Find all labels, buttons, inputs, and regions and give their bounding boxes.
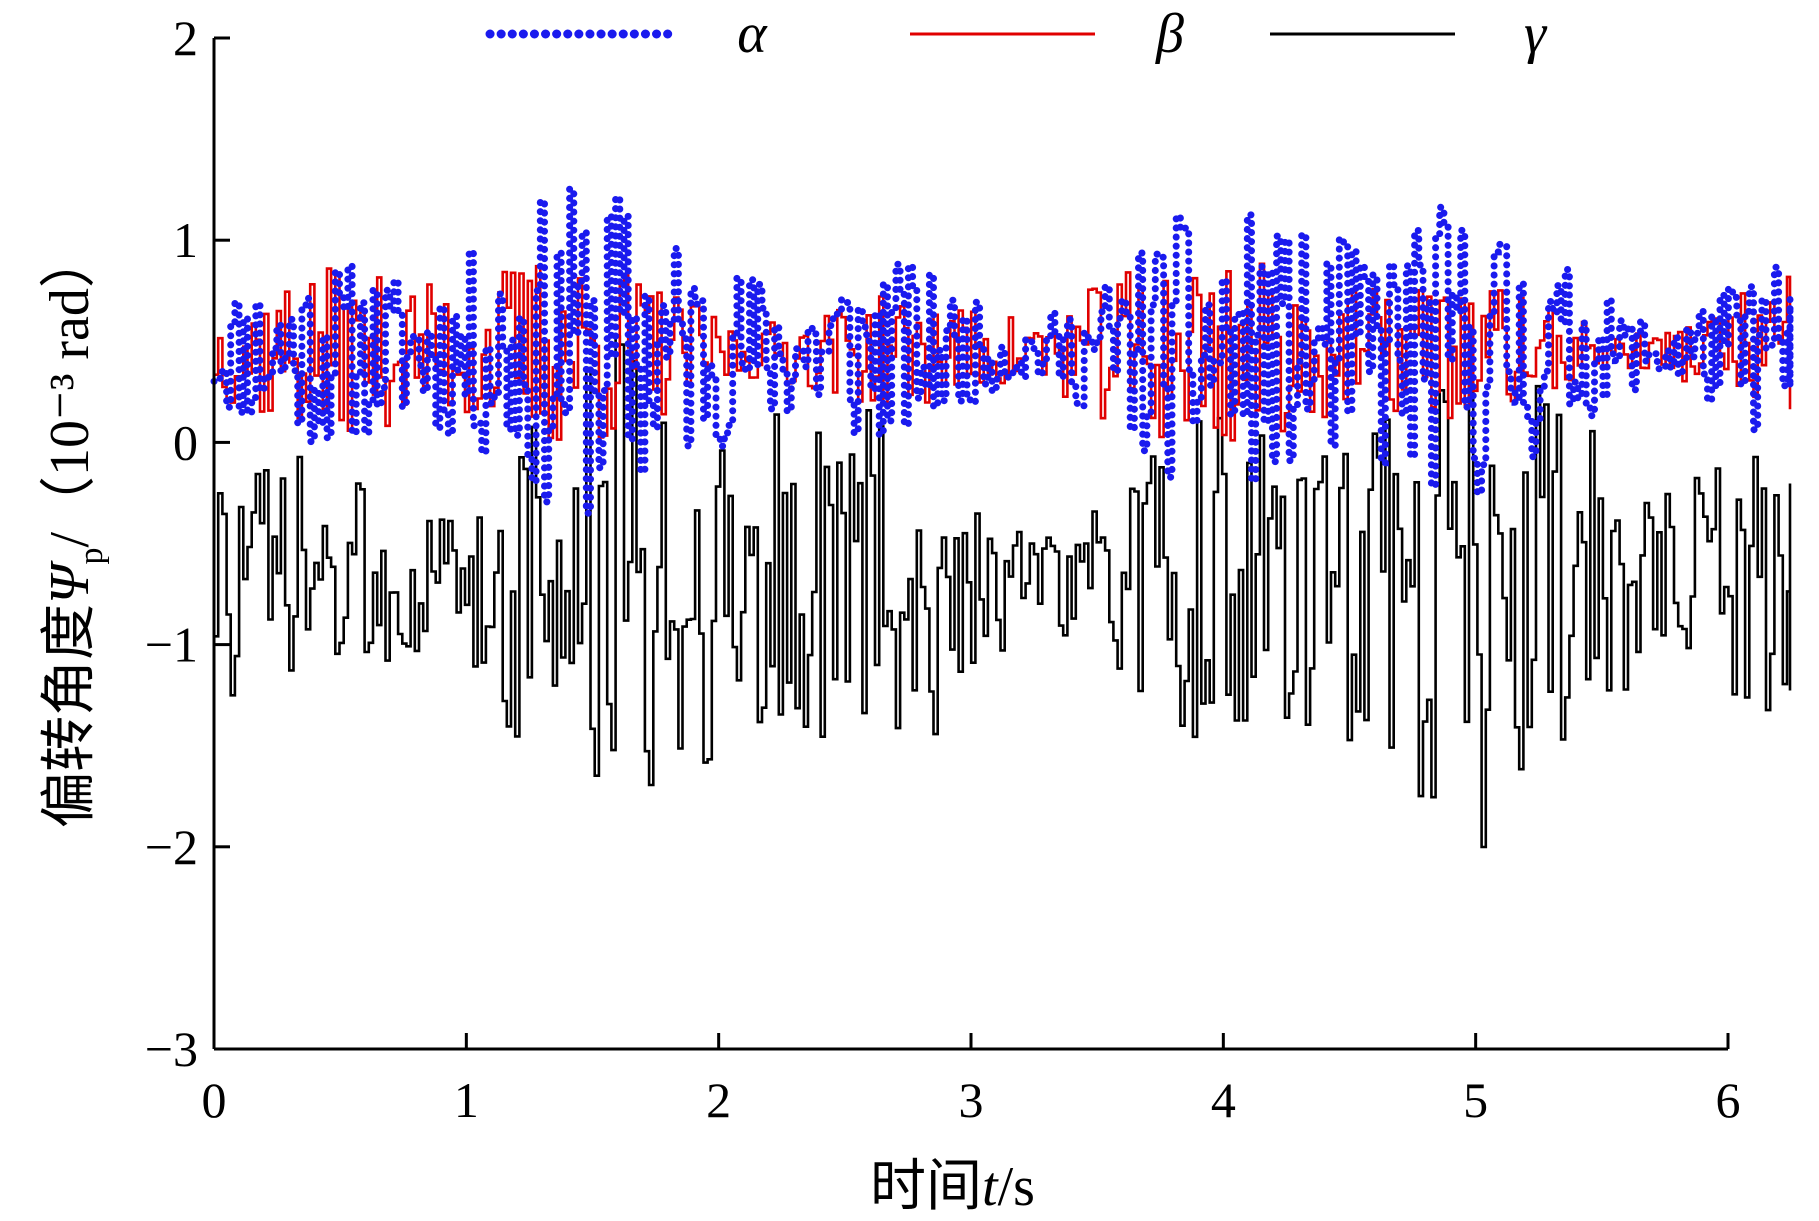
x-tick-label: 4: [1211, 1072, 1236, 1128]
x-tick-label: 6: [1716, 1072, 1741, 1128]
x-tick-label: 1: [454, 1072, 479, 1128]
y-ticks: 2 1 0 −1 −2 −3: [145, 10, 230, 1077]
legend: α β γ: [485, 3, 1548, 65]
y-tick-label: 2: [173, 10, 198, 66]
x-ticks: 0 1 2 3 4 5 6: [202, 1033, 1741, 1128]
plot-series-group: [210, 185, 1794, 849]
y-tick-label: 0: [173, 414, 198, 470]
series-line-alpha: [210, 185, 1794, 517]
y-axis-title: 偏转角度Ψp/（10⁻³ rad）: [37, 232, 110, 828]
y-tick-label: 1: [173, 212, 198, 268]
legend-label-alpha: α: [737, 3, 768, 65]
y-axis-title-prefix: 偏转角度: [37, 604, 102, 828]
series-line-gamma: [214, 335, 1792, 849]
x-axis-title: 时间t/s: [870, 1154, 1035, 1219]
y-tick-label: −2: [145, 819, 198, 875]
x-axis-title-var: t: [982, 1156, 999, 1218]
x-axis-title-prefix: 时间: [870, 1154, 982, 1219]
y-axis-title-var: Ψ: [39, 560, 101, 604]
x-tick-label: 3: [959, 1072, 984, 1128]
x-axis-title-suffix: /s: [998, 1156, 1035, 1218]
legend-label-beta: β: [1155, 3, 1184, 65]
legend-label-gamma: γ: [1524, 3, 1548, 65]
y-axis-title-sub: p: [73, 548, 110, 565]
y-tick-label: −3: [145, 1021, 198, 1077]
x-tick-label: 2: [706, 1072, 731, 1128]
y-tick-label: −1: [145, 617, 198, 673]
x-tick-label: 0: [202, 1072, 227, 1128]
y-axis-title-suffix: /（10⁻³ rad）: [39, 232, 101, 547]
x-tick-label: 5: [1463, 1072, 1488, 1128]
